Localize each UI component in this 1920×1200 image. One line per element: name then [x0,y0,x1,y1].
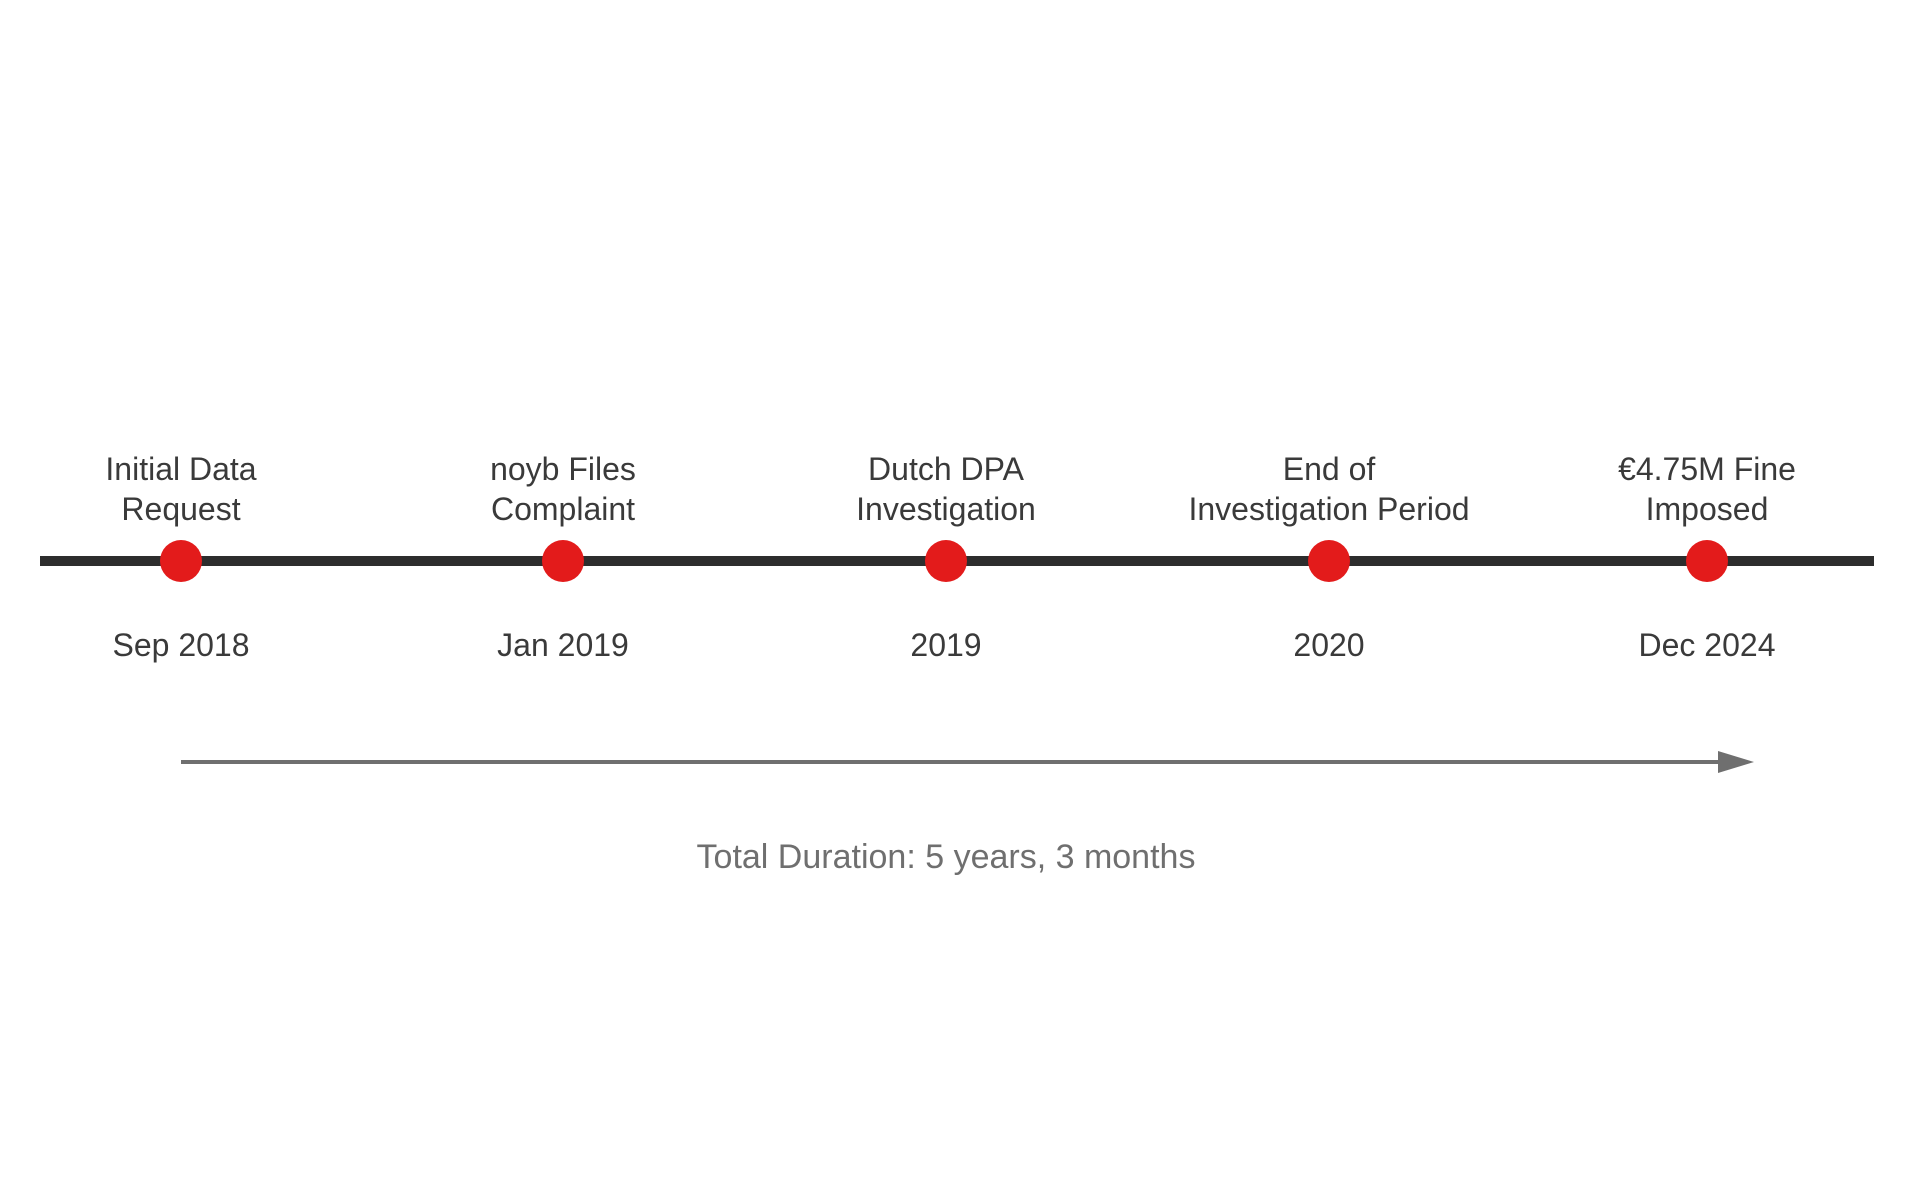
event-top-label: Dutch DPA Investigation [856,449,1036,529]
timeline-diagram: Initial Data Request Sep 2018 noyb Files… [0,0,1920,1200]
event-dot [1308,540,1350,582]
event-top-label: noyb Files Complaint [490,449,636,529]
event-date-label: 2019 [910,627,981,664]
event-dot [160,540,202,582]
duration-label: Total Duration: 5 years, 3 months [697,838,1196,877]
event-date-label: 2020 [1293,627,1364,664]
event-dot [925,540,967,582]
event-top-label: Initial Data Request [105,449,256,529]
event-dot [1686,540,1728,582]
event-date-label: Sep 2018 [112,627,249,664]
event-date-label: Dec 2024 [1639,627,1776,664]
duration-arrow-svg-host [181,747,1758,777]
event-top-label: €4.75M Fine Imposed [1618,449,1796,529]
event-date-label: Jan 2019 [497,627,629,664]
event-dot [542,540,584,582]
event-top-label: End of Investigation Period [1188,449,1469,529]
